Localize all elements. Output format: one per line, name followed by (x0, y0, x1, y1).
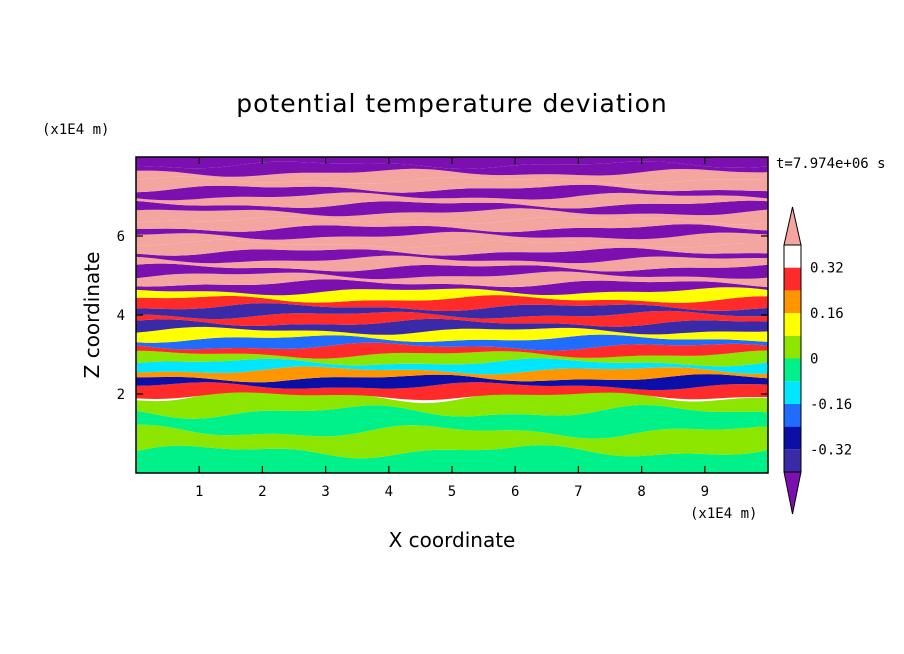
colorbar-swatch (784, 335, 801, 359)
x-tick-label: 6 (511, 484, 519, 500)
contour-band (136, 192, 768, 209)
y-axis-unit: (x1E4 m) (42, 122, 109, 138)
time-label: t=7.974e+06 s (776, 156, 886, 172)
colorbar-extend-high (783, 206, 802, 246)
contour-band (136, 176, 768, 193)
x-axis: 1 2 3 4 5 6 7 8 9 (195, 157, 709, 500)
colorbar-swatch (784, 426, 801, 450)
contour-band (136, 239, 768, 256)
contour-band (136, 168, 768, 185)
x-axis-label: X coordinate (389, 528, 516, 552)
contour-band (136, 263, 768, 280)
colorbar-label: 0 (810, 352, 818, 368)
colorbar-label: 0.16 (810, 306, 844, 322)
contour-band (136, 271, 768, 288)
colorbar-swatch (784, 290, 801, 314)
contour-band (136, 310, 768, 327)
colorbar-label: -0.16 (810, 397, 852, 413)
contour-band (136, 161, 768, 177)
contour-band (136, 318, 768, 335)
x-tick-label: 2 (258, 484, 266, 500)
contour-band (136, 342, 768, 359)
contour-band (136, 374, 768, 391)
contour-band (136, 334, 768, 351)
y-tick-label: 2 (117, 387, 125, 403)
colorbar-extend-low (783, 471, 802, 515)
contour-band (136, 224, 768, 240)
contour-band (136, 326, 768, 343)
x-tick-label: 7 (574, 484, 582, 500)
x-tick-label: 4 (385, 484, 393, 500)
contour-band (136, 445, 768, 473)
x-tick-label: 3 (321, 484, 329, 500)
colorbar-swatch (784, 403, 801, 427)
colorbar-swatch (784, 449, 801, 472)
contour-band (136, 255, 768, 272)
chart-title: potential temperature deviation (236, 89, 667, 118)
colorbar-label: 0.32 (810, 261, 844, 277)
contour-band (136, 208, 768, 225)
x-tick-label: 5 (448, 484, 456, 500)
y-axis: 2 4 6 (117, 229, 768, 403)
contour-band (136, 303, 768, 320)
colorbar-swatch (784, 358, 801, 382)
y-axis-label: Z coordinate (80, 252, 104, 379)
colorbar-swatch (784, 313, 801, 336)
contour-band (136, 424, 768, 459)
contour-band (136, 350, 768, 367)
contour-band (136, 295, 768, 311)
contour-band (136, 358, 768, 375)
contour-band (136, 382, 768, 401)
contour-band (136, 231, 768, 248)
contour-band (136, 287, 768, 303)
x-tick-label: 8 (637, 484, 645, 500)
y-tick-label: 4 (117, 308, 125, 324)
contour-band (136, 279, 768, 296)
contour-field (136, 157, 768, 473)
y-tick-label: 6 (117, 229, 125, 245)
colorbar-label: -0.32 (810, 442, 852, 458)
contour-band (136, 366, 768, 383)
colorbar-swatch (784, 267, 801, 291)
colorbar: 0.32 0.16 0 -0.16 -0.32 (783, 206, 852, 515)
x-axis-unit: (x1E4 m) (690, 506, 757, 522)
contour-band (136, 405, 768, 439)
contour-band (136, 184, 768, 201)
colorbar-frame (783, 244, 802, 473)
contour-band (136, 200, 768, 217)
colorbar-swatch (784, 381, 801, 404)
contour-band (136, 389, 768, 419)
contour-band (136, 216, 768, 233)
x-tick-label: 9 (701, 484, 709, 500)
x-tick-label: 1 (195, 484, 203, 500)
